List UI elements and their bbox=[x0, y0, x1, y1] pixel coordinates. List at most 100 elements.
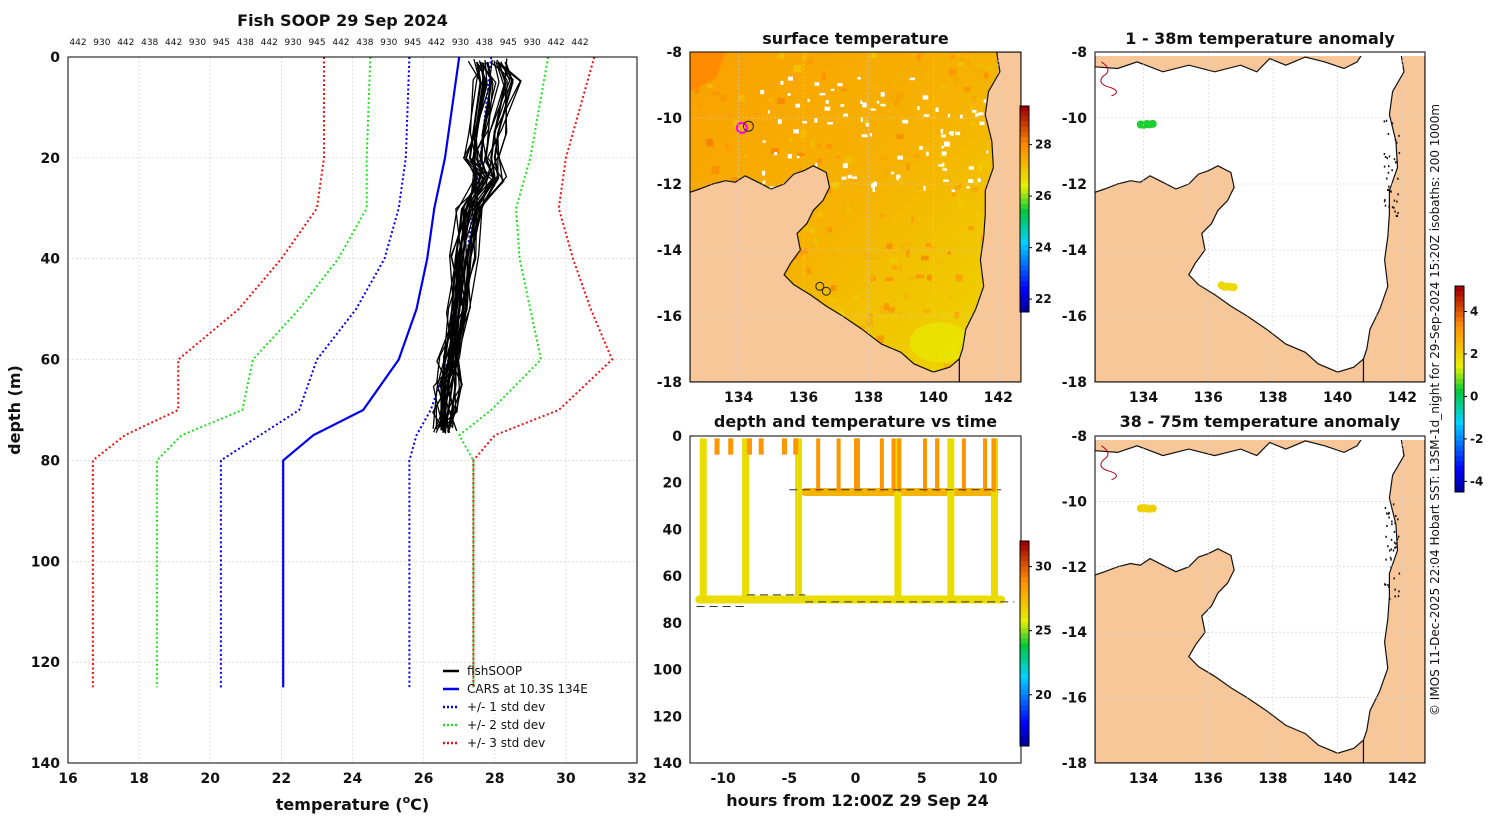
sst-pixel bbox=[857, 325, 866, 329]
sst-colorbar-frame bbox=[1019, 105, 1030, 313]
time-colorbar-segment bbox=[1020, 694, 1029, 701]
profile-top-label: 438 bbox=[356, 38, 373, 48]
anomaly-deep-x-tick-label: 140 bbox=[1323, 771, 1352, 787]
sst-pixel bbox=[984, 72, 989, 79]
time-y-tick-label: 20 bbox=[663, 476, 683, 492]
anomaly-shallow-coastline bbox=[1095, 52, 1365, 73]
profile-y-tick-label: 20 bbox=[41, 151, 61, 167]
sst-pixel bbox=[693, 113, 702, 120]
sst-colorbar-segment bbox=[1020, 270, 1029, 277]
sst-pixel bbox=[960, 58, 965, 62]
anomaly-colorbar-frame bbox=[1454, 285, 1465, 493]
sst-colorbar-segment bbox=[1020, 188, 1029, 195]
sst-pixel bbox=[899, 180, 903, 186]
sst-pixel bbox=[720, 94, 727, 102]
time-y-tick-label: 120 bbox=[653, 709, 682, 725]
profile-y-tick-label: 120 bbox=[31, 655, 60, 671]
sst-cloud-gap bbox=[865, 122, 870, 127]
sst-pixel bbox=[803, 225, 810, 230]
time-y-tick-label: 40 bbox=[663, 522, 683, 538]
time-y-tick-label: 60 bbox=[663, 569, 683, 585]
sst-pixel bbox=[827, 227, 833, 233]
profile-top-label: 442 bbox=[165, 38, 182, 48]
sst-pixel bbox=[830, 197, 836, 203]
sst-pixel bbox=[826, 143, 832, 149]
anomaly-deep-land-north bbox=[1095, 436, 1364, 456]
anomaly-shallow-island-speck bbox=[1388, 165, 1390, 168]
time-colorbar-segment bbox=[1020, 561, 1029, 568]
sst-pixel bbox=[800, 248, 808, 254]
anomaly-shallow-north-mask bbox=[1095, 52, 1425, 56]
sst-cloud-gap bbox=[971, 109, 977, 113]
profile-x-tick-label: 32 bbox=[627, 771, 646, 787]
anomaly-colorbar-segment bbox=[1455, 440, 1464, 447]
profile-top-label: 945 bbox=[404, 38, 421, 48]
anomaly-colorbar-segment bbox=[1455, 301, 1464, 308]
sst-cloud-gap bbox=[941, 145, 944, 149]
anomaly-deep-island-speck bbox=[1385, 558, 1387, 561]
sst-pixel bbox=[798, 251, 803, 258]
sst-pixel bbox=[841, 87, 847, 92]
sst-pixel bbox=[836, 155, 841, 160]
sst-pixel bbox=[956, 123, 963, 131]
time-colorbar-label: 20 bbox=[1035, 688, 1052, 702]
sst-pixel bbox=[695, 102, 703, 109]
anomaly-shallow-title: 1 - 38m temperature anomaly bbox=[1125, 29, 1395, 48]
anomaly-shallow-y-tick-label: -18 bbox=[1062, 375, 1087, 391]
sst-pixel bbox=[893, 99, 901, 106]
sst-colorbar-label: 28 bbox=[1035, 138, 1052, 152]
sst-pixel bbox=[913, 163, 920, 169]
sst-y-tick-label: -8 bbox=[666, 45, 682, 61]
sst-pixel bbox=[943, 363, 951, 371]
profile-axes-frame bbox=[67, 56, 638, 764]
anomaly-colorbar-segment bbox=[1455, 486, 1464, 493]
sst-pixel bbox=[957, 199, 965, 208]
anomaly-deep-axes-frame bbox=[1094, 435, 1426, 764]
sst-pixel bbox=[806, 58, 813, 65]
anomaly-shallow-island-speck bbox=[1396, 160, 1398, 163]
time-colorbar-segment bbox=[1020, 638, 1029, 644]
sst-colorbar-segment bbox=[1020, 116, 1029, 122]
sst-pixel bbox=[870, 52, 877, 59]
anomaly-colorbar-label: -4 bbox=[1470, 474, 1483, 488]
sst-cloud-gap bbox=[862, 102, 867, 108]
anomaly-deep-island-speck bbox=[1393, 577, 1395, 580]
sst-x-tick-label: 136 bbox=[789, 390, 818, 406]
sst-x-tick-label: 142 bbox=[984, 390, 1013, 406]
anomaly-colorbar-segment bbox=[1455, 414, 1464, 421]
sst-pixel bbox=[954, 238, 960, 247]
sst-cloud-gap bbox=[966, 186, 970, 189]
anomaly-deep-island-speck bbox=[1395, 546, 1397, 549]
sst-pixel bbox=[829, 299, 838, 303]
sst-cloud-gap bbox=[762, 140, 766, 143]
time-colorbar-segment bbox=[1020, 612, 1029, 619]
anomaly-deep-island-speck bbox=[1391, 523, 1393, 526]
sst-cloud-gap bbox=[802, 120, 807, 124]
sst-pixel bbox=[958, 61, 965, 67]
sst-land bbox=[959, 52, 1021, 382]
time-x-label: hours from 12:00Z 29 Sep 24 bbox=[726, 791, 988, 810]
time-colorbar-segment bbox=[1020, 582, 1029, 588]
anomaly-shallow-y-tick-label: -10 bbox=[1062, 111, 1088, 127]
sst-pixel bbox=[707, 84, 713, 88]
sst-pixel bbox=[879, 306, 888, 314]
profile-x-tick-label: 26 bbox=[414, 771, 433, 787]
sst-pixel bbox=[875, 92, 880, 97]
credit-text: © IMOS 11-Dec-2025 22:04 Hobart SST: L3S… bbox=[1428, 104, 1442, 716]
sst-colorbar-segment bbox=[1020, 275, 1029, 282]
time-colorbar-segment bbox=[1020, 546, 1029, 552]
anomaly-colorbar-segment bbox=[1455, 316, 1464, 323]
time-colorbar-segment bbox=[1020, 587, 1029, 593]
sst-cloud-gap bbox=[979, 121, 985, 126]
time-colorbar-frame bbox=[1019, 540, 1030, 747]
profile-top-label: 442 bbox=[261, 38, 278, 48]
anomaly-deep-x-tick-label: 136 bbox=[1194, 771, 1223, 787]
sst-cloud-gap bbox=[872, 187, 876, 192]
fishsoop-profile-line bbox=[447, 61, 505, 434]
anomaly-shallow-island-speck bbox=[1390, 190, 1392, 193]
anomaly-colorbar-segment bbox=[1455, 306, 1464, 313]
sst-cloud-gap bbox=[909, 77, 916, 81]
sst-pixel bbox=[888, 307, 895, 313]
anomaly-colorbar-label: 0 bbox=[1470, 389, 1478, 403]
anomaly-shallow-island-speck bbox=[1387, 133, 1390, 136]
